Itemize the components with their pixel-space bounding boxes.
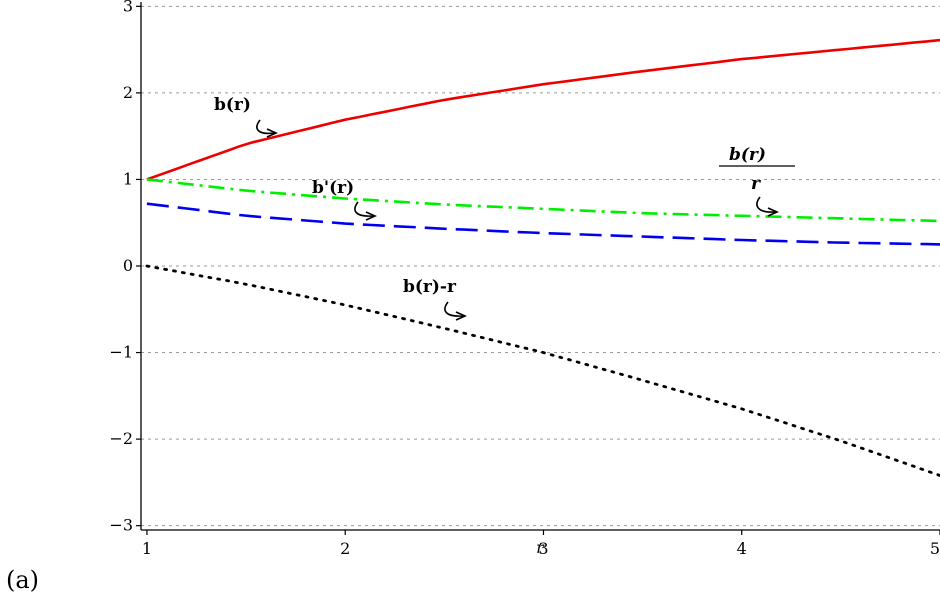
x-tick-label: 5 (930, 539, 940, 558)
x-tick-label: 2 (340, 539, 350, 558)
y-tick-label: 0 (123, 256, 133, 275)
y-tick-label: 3 (123, 0, 133, 15)
y-tick-label: 2 (123, 83, 133, 102)
x-axis-label: r (536, 538, 545, 557)
series (145, 38, 940, 477)
annotation-bprime-label: b'(r) (312, 178, 354, 198)
annotation-b-label: b(r) (214, 95, 251, 115)
annotation-ratio-denominator: r (751, 174, 761, 194)
annotation-b-arrow (256, 119, 275, 135)
panel-label: (a) (6, 566, 40, 594)
x-tick-label: 4 (737, 539, 747, 558)
annotation-ratio-numerator: b(r) (729, 145, 766, 165)
y-tick-label: −3 (109, 516, 133, 535)
series-line (146, 178, 940, 223)
y-tick-label: 1 (123, 169, 133, 188)
series-line (146, 38, 940, 181)
annotation-ratio: b(r) r (719, 145, 795, 217)
annotation-ratio-arrowhead (767, 207, 779, 217)
x-tick-label: 1 (142, 539, 152, 558)
y-tick-label: −1 (109, 343, 133, 362)
annotation-bprime-arrow (354, 201, 374, 217)
ticks: −3 −2 −1 0 1 2 3 1 2 3 4 5 (109, 0, 940, 558)
x-tick-label: 3 (538, 539, 548, 558)
annotation-b-minus-r-arrow (444, 301, 464, 317)
annotation-ratio-arrow (756, 196, 776, 213)
annotation-b-minus-r-label: b(r)-r (403, 277, 457, 297)
grid-lines (141, 5, 940, 527)
annotation-b: b(r) (214, 95, 278, 138)
annotation-b-minus-r: b(r)-r (403, 277, 467, 321)
y-tick-label: −2 (109, 429, 133, 448)
series-line (146, 202, 940, 246)
series-line (145, 264, 940, 477)
annotation-b-minus-r-arrowhead (455, 311, 467, 321)
annotation-bprime-arrowhead (365, 211, 377, 221)
annotation-bprime: b'(r) (312, 178, 377, 221)
annotation-b-arrowhead (266, 128, 278, 138)
